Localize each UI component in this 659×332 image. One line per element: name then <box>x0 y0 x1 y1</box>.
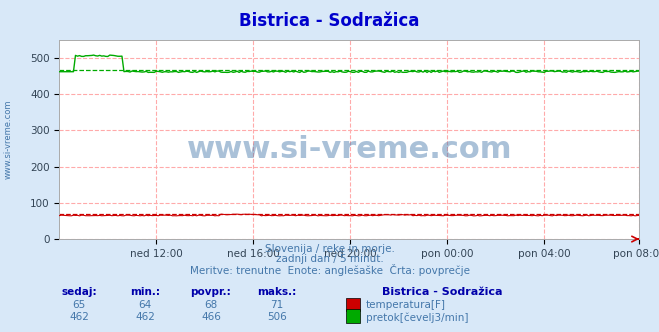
Text: 68: 68 <box>204 300 217 310</box>
Text: zadnji dan / 5 minut.: zadnji dan / 5 minut. <box>275 254 384 264</box>
Text: 64: 64 <box>138 300 152 310</box>
Text: temperatura[F]: temperatura[F] <box>366 300 445 310</box>
Text: povpr.:: povpr.: <box>190 287 231 297</box>
Text: Bistrica - Sodražica: Bistrica - Sodražica <box>239 12 420 30</box>
Text: 65: 65 <box>72 300 86 310</box>
Text: 462: 462 <box>135 312 155 322</box>
Text: sedaj:: sedaj: <box>61 287 97 297</box>
Text: Meritve: trenutne  Enote: anglešaške  Črta: povprečje: Meritve: trenutne Enote: anglešaške Črta… <box>190 264 469 276</box>
Text: min.:: min.: <box>130 287 160 297</box>
Text: Slovenija / reke in morje.: Slovenija / reke in morje. <box>264 244 395 254</box>
Text: 466: 466 <box>201 312 221 322</box>
Text: 71: 71 <box>270 300 283 310</box>
Text: maks.:: maks.: <box>257 287 297 297</box>
Text: 462: 462 <box>69 312 89 322</box>
Text: www.si-vreme.com: www.si-vreme.com <box>186 135 512 164</box>
Text: pretok[čevelj3/min]: pretok[čevelj3/min] <box>366 312 469 323</box>
Text: 506: 506 <box>267 312 287 322</box>
Text: Bistrica - Sodražica: Bistrica - Sodražica <box>382 287 503 297</box>
Text: www.si-vreme.com: www.si-vreme.com <box>3 100 13 179</box>
